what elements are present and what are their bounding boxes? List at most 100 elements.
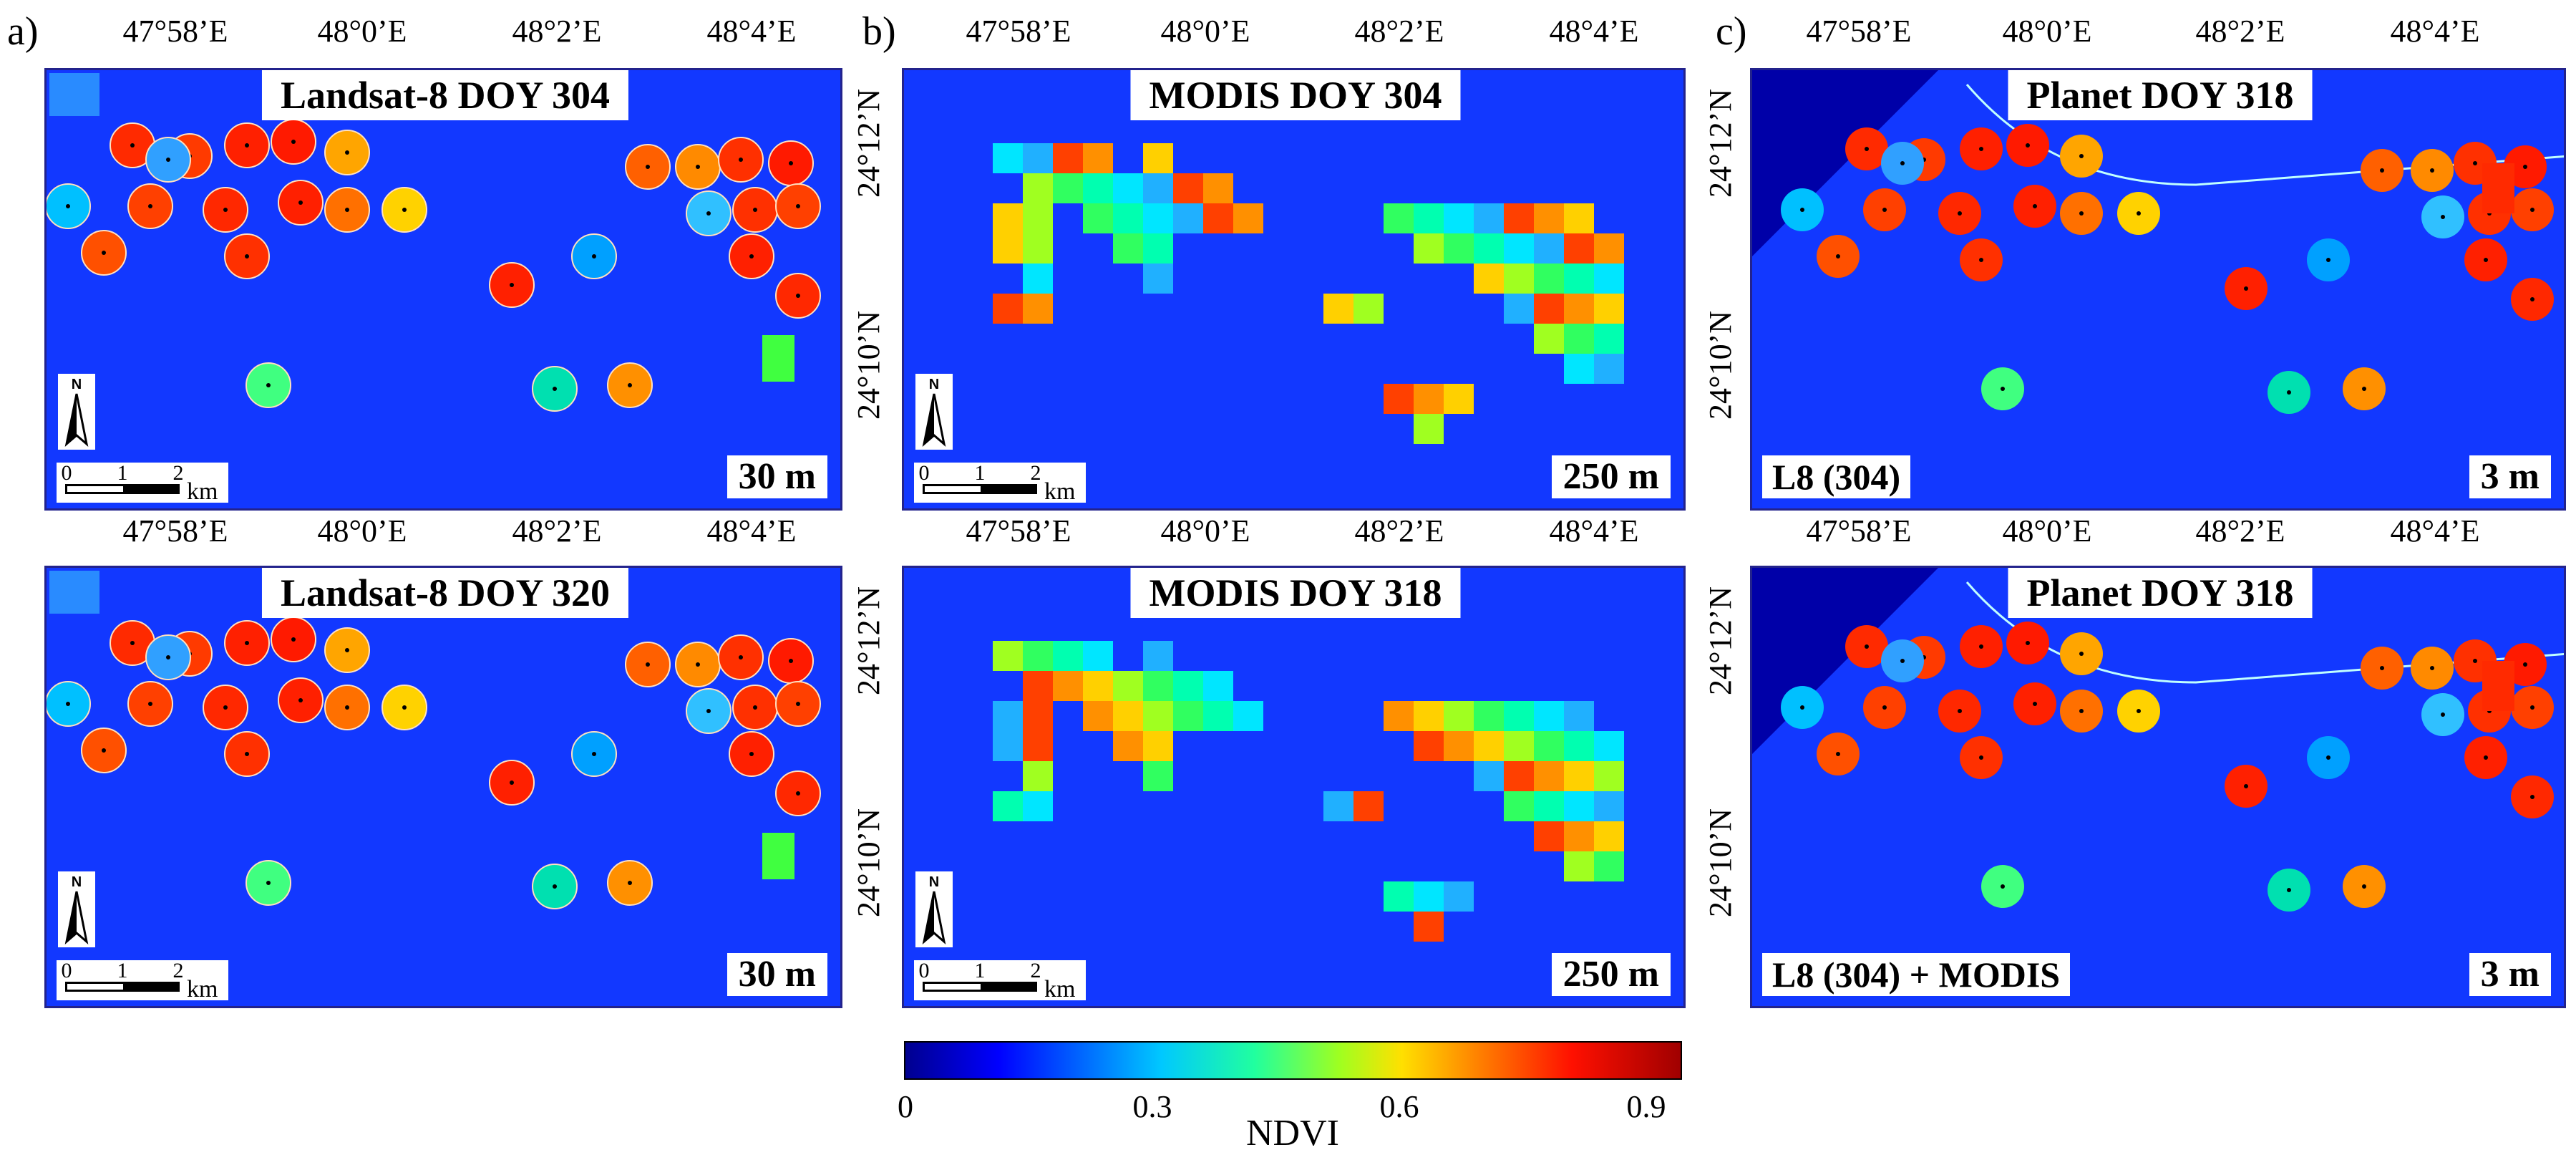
pivot-center (2326, 258, 2330, 262)
resolution-label: 30 m (726, 953, 827, 996)
modis-pixel (1233, 701, 1263, 731)
pivot-center (553, 387, 557, 391)
ndvi-image-planet-l8-modis (1752, 568, 2564, 912)
pivot-center (2137, 709, 2141, 713)
pivot-center (749, 752, 754, 756)
modis-pixel (1143, 731, 1173, 761)
pivot-center (148, 702, 152, 706)
modis-pixel (1594, 233, 1624, 264)
field-rect (762, 833, 794, 879)
pivot-center (789, 659, 793, 663)
modis-pixel (1023, 233, 1053, 264)
pivot-center (2244, 784, 2248, 788)
modis-pixel (1384, 701, 1414, 731)
modis-pixel (1113, 203, 1143, 233)
pivot-center (510, 780, 514, 785)
modis-pixel (1564, 354, 1594, 384)
panel-label-c: c) (1716, 9, 1747, 54)
pivot-center (130, 641, 135, 645)
pivot-center (2441, 712, 2445, 717)
map-landsat-doy304: Landsat-8 DOY 304 30 m N 0 1 2 km (44, 68, 842, 511)
pivot-center (402, 208, 407, 212)
pivot-center (2530, 705, 2534, 710)
lat-label: 24°12’N (851, 586, 886, 696)
pivot-center (345, 208, 349, 212)
pivot-center (510, 283, 514, 287)
modis-pixel (1023, 671, 1053, 701)
lon-label: 48°2’E (1354, 513, 1444, 548)
pivot-center (2473, 659, 2477, 663)
modis-pixel (1083, 701, 1113, 731)
map-modis-doy304: MODIS DOY 304 250 m N 0 1 2 km (902, 68, 1686, 511)
modis-pixel (1594, 791, 1624, 821)
modis-pixel (1203, 701, 1233, 731)
modis-pixel (1534, 761, 1564, 791)
pivot-center (266, 383, 271, 387)
pivot-center (245, 254, 249, 258)
north-arrow-icon: N (58, 871, 95, 947)
panel-label-a: a) (7, 9, 39, 54)
modis-pixel (1474, 203, 1504, 233)
pivot-center (753, 208, 757, 212)
pivot-center (291, 637, 296, 642)
modis-pixel (1323, 294, 1353, 324)
pivot-center (796, 791, 800, 796)
resolution-label: 3 m (2469, 953, 2551, 996)
pivot-center (2001, 884, 2005, 889)
modis-pixel (993, 233, 1023, 264)
scale-bar: 0 1 2 km (57, 960, 228, 1002)
source-label: L8 (304) (1762, 455, 1911, 498)
modis-pixel (1504, 233, 1534, 264)
lat-label: 24°10’N (1703, 808, 1738, 918)
pivot-center (2430, 168, 2434, 173)
modis-pixel (1414, 731, 1444, 761)
pivot-center (696, 662, 700, 667)
pivot-center (1865, 147, 1869, 151)
modis-pixel (1594, 354, 1624, 384)
modis-pixel (1143, 173, 1173, 203)
pivot-center (2287, 888, 2291, 892)
lat-label: 24°10’N (851, 310, 886, 420)
pivot-center (245, 143, 249, 148)
pivot-center (2530, 297, 2534, 301)
resolution-label: 250 m (1551, 455, 1671, 498)
modis-pixel (1414, 414, 1444, 444)
pivot-center (706, 709, 711, 713)
colorbar-tick: 0 (898, 1089, 913, 1124)
pivot-center (245, 641, 249, 645)
modis-pixel (1023, 641, 1053, 671)
modis-pixel (1414, 233, 1444, 264)
pivot-center (2473, 161, 2477, 165)
pivot-center (166, 655, 170, 659)
modis-pixel (1564, 264, 1594, 294)
modis-pixel (1414, 384, 1444, 414)
modis-pixel (1233, 203, 1263, 233)
modis-pixel (1023, 761, 1053, 791)
modis-pixel (1504, 203, 1534, 233)
pivot-center (2441, 215, 2445, 219)
pivot-center (2484, 258, 2488, 262)
modis-pixel (1053, 143, 1083, 173)
pivot-center (1958, 211, 1962, 216)
lat-label: 24°12’N (851, 88, 886, 198)
pivot-center (1958, 709, 1962, 713)
modis-pixel (1564, 203, 1594, 233)
lat-label: 24°10’N (1703, 310, 1738, 420)
modis-pixel (1564, 324, 1594, 354)
pivot-center (2026, 641, 2030, 645)
modis-pixel (1534, 203, 1564, 233)
modis-pixel (1504, 761, 1534, 791)
modis-pixel (1143, 761, 1173, 791)
pivot-center (2033, 204, 2037, 208)
modis-pixel (1504, 731, 1534, 761)
pivot-center (2033, 702, 2037, 706)
resolution-label: 250 m (1551, 953, 1671, 996)
pivot-center (753, 705, 757, 710)
map-title: MODIS DOY 304 (1130, 70, 1461, 120)
modis-pixel (1023, 173, 1053, 203)
modis-pixel (1053, 641, 1083, 671)
modis-pixel (1564, 294, 1594, 324)
modis-pixel (1594, 264, 1624, 294)
pivot-center (1979, 147, 1983, 151)
modis-pixel (1564, 851, 1594, 881)
